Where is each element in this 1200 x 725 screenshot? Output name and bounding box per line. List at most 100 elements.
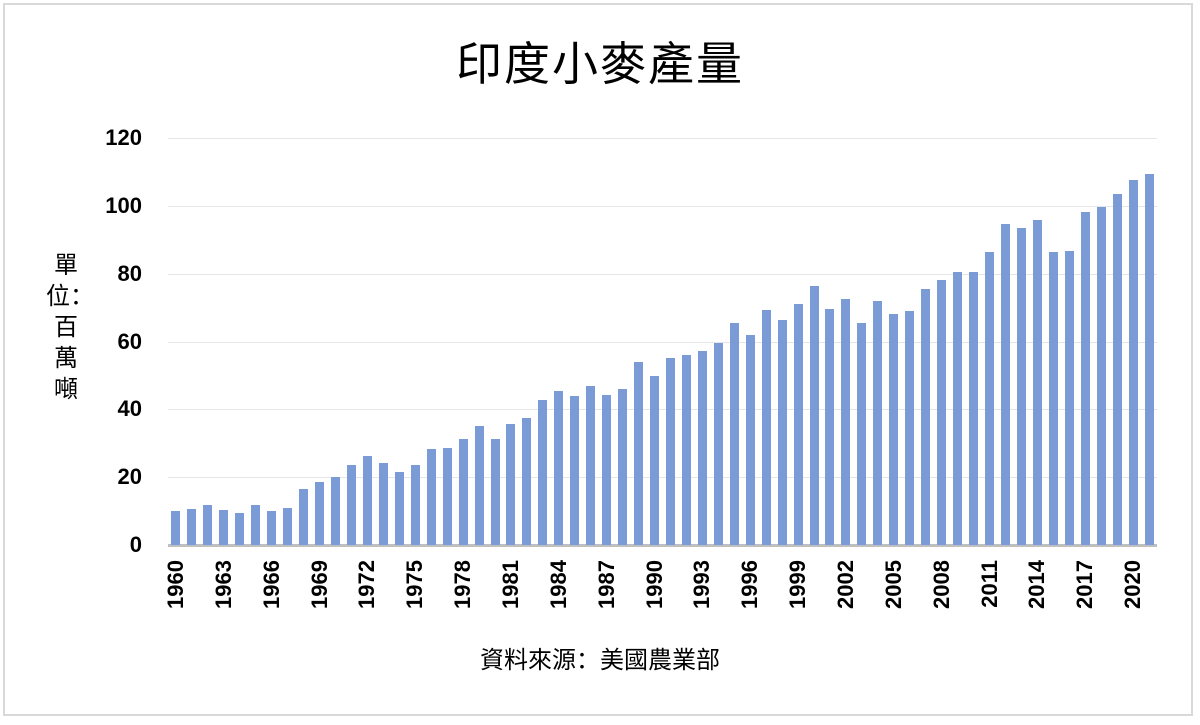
gridline xyxy=(168,409,1157,410)
bar-1965 xyxy=(251,504,261,545)
bar-1986 xyxy=(586,385,596,545)
bar-1999 xyxy=(793,303,803,545)
x-tick-label: 2020 xyxy=(1120,560,1146,609)
bar-2012 xyxy=(1000,224,1010,545)
bar-1964 xyxy=(235,512,245,545)
x-tick-label: 1990 xyxy=(641,560,667,609)
bar-1989 xyxy=(634,361,644,545)
x-tick-label: 1978 xyxy=(450,560,476,609)
x-tick-label: 1969 xyxy=(306,560,332,609)
bar-1998 xyxy=(777,320,787,545)
gridline xyxy=(168,274,1157,275)
y-tick-label: 120 xyxy=(105,125,142,150)
x-tick-label: 2005 xyxy=(880,560,906,609)
bar-1987 xyxy=(602,395,612,545)
y-tick-label: 100 xyxy=(105,192,142,218)
gridline xyxy=(168,206,1157,207)
x-tick-label: 2014 xyxy=(1024,560,1050,609)
x-tick-label: 2017 xyxy=(1072,560,1098,609)
x-axis-label-source: 資料來源：美國農業部 xyxy=(480,646,720,674)
bar-1994 xyxy=(713,342,723,545)
bar-2018 xyxy=(1096,206,1106,545)
x-tick-label: 1987 xyxy=(593,560,619,609)
bar-1983 xyxy=(538,399,548,545)
x-tick-label: 2002 xyxy=(832,560,858,609)
bar-2019 xyxy=(1112,193,1122,545)
y-axis-label: 單位：百萬噸 xyxy=(46,251,94,403)
bar-1963 xyxy=(219,509,229,545)
bar-1974 xyxy=(394,472,404,545)
bar-1976 xyxy=(426,448,436,545)
bar-1982 xyxy=(522,418,532,545)
bar-1977 xyxy=(442,447,452,545)
y-tick-label: 40 xyxy=(117,396,142,422)
bar-2014 xyxy=(1032,220,1042,545)
chart-frame xyxy=(3,3,1193,716)
bar-1973 xyxy=(378,462,388,545)
bar-1972 xyxy=(362,456,372,545)
bar-1961 xyxy=(187,509,197,545)
bar-2015 xyxy=(1048,252,1058,545)
x-tick-label: 2008 xyxy=(928,560,954,609)
bar-2005 xyxy=(889,313,899,545)
x-tick-label: 1972 xyxy=(354,560,380,609)
bar-1962 xyxy=(203,505,213,545)
bar-2002 xyxy=(841,298,851,545)
gridline xyxy=(168,342,1157,343)
x-tick-label: 2011 xyxy=(976,560,1002,608)
bar-2017 xyxy=(1080,211,1090,545)
bar-2004 xyxy=(873,301,883,545)
bar-2007 xyxy=(921,289,931,545)
y-tick-label: 0 xyxy=(129,532,142,557)
bar-1985 xyxy=(570,395,580,545)
bar-2021 xyxy=(1144,173,1154,545)
gridline xyxy=(168,138,1157,139)
bar-1975 xyxy=(410,464,420,545)
x-tick-label: 1963 xyxy=(210,560,236,609)
x-axis-line xyxy=(168,544,1157,547)
x-tick-label: 1999 xyxy=(785,560,811,609)
y-tick-label: 80 xyxy=(117,260,142,286)
x-tick-label: 1981 xyxy=(497,560,523,609)
bar-2016 xyxy=(1064,250,1074,545)
bar-2003 xyxy=(857,322,867,545)
bar-1988 xyxy=(618,388,628,545)
bar-1991 xyxy=(665,357,675,545)
bar-1992 xyxy=(681,355,691,545)
bar-1995 xyxy=(729,323,739,545)
bar-2013 xyxy=(1016,228,1026,545)
x-tick-label: 1996 xyxy=(737,560,763,609)
x-tick-label: 1993 xyxy=(689,560,715,609)
bar-1978 xyxy=(458,438,468,545)
bar-1970 xyxy=(330,477,340,545)
chart-title: 印度小麥產量 xyxy=(456,37,744,91)
x-tick-label: 1984 xyxy=(545,560,571,609)
y-tick-label: 20 xyxy=(117,464,142,490)
bar-1979 xyxy=(474,425,484,545)
x-tick-label: 1966 xyxy=(258,560,284,609)
bar-1990 xyxy=(650,375,660,545)
bar-1968 xyxy=(299,489,309,545)
bar-1967 xyxy=(283,507,293,545)
bar-2010 xyxy=(969,271,979,545)
bar-2008 xyxy=(937,279,947,545)
bar-1997 xyxy=(761,310,771,545)
y-tick-label: 60 xyxy=(117,328,142,354)
bar-2020 xyxy=(1128,179,1138,545)
bar-1980 xyxy=(490,438,500,545)
bar-1993 xyxy=(697,350,707,545)
x-tick-label: 1975 xyxy=(402,560,428,609)
bar-2009 xyxy=(953,272,963,545)
bar-1960 xyxy=(171,511,181,545)
bar-1966 xyxy=(267,511,277,545)
bar-2000 xyxy=(809,285,819,545)
bar-1996 xyxy=(745,334,755,545)
bar-2006 xyxy=(905,310,915,545)
bar-1971 xyxy=(346,465,356,545)
bar-1969 xyxy=(315,482,325,545)
bar-2011 xyxy=(985,251,994,545)
x-tick-label: 1960 xyxy=(162,560,188,609)
bar-1981 xyxy=(506,423,516,545)
bar-1984 xyxy=(554,390,564,545)
bar-2001 xyxy=(825,309,835,545)
